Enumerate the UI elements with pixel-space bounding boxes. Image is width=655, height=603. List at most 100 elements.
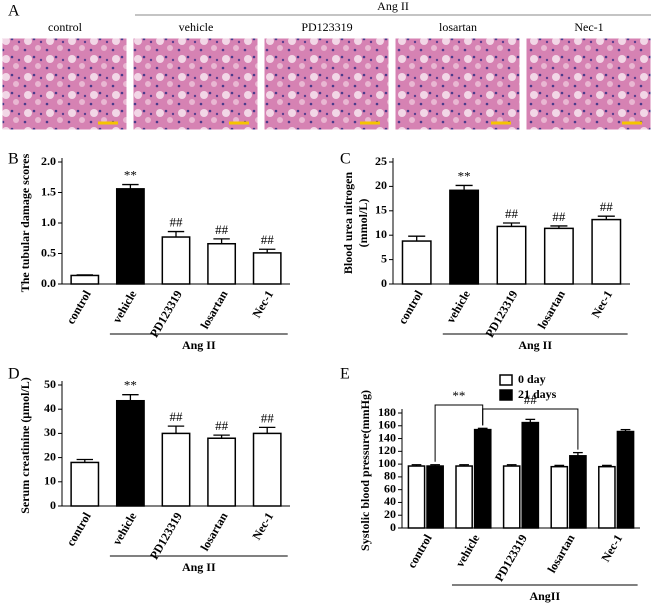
- bar: [591, 218, 622, 285]
- group-label: Ang II: [377, 0, 409, 13]
- y-tick-label: 0.5: [41, 245, 56, 259]
- group-label: Ang II: [182, 338, 216, 352]
- y-tick-label: 0.0: [41, 276, 56, 290]
- x-tick-label: Nec-1: [588, 288, 615, 320]
- group-label: AngII: [529, 589, 560, 603]
- y-tick-label: 160: [378, 418, 396, 432]
- y-tick-label: 60: [384, 481, 396, 495]
- bar: [401, 240, 432, 285]
- panel-label: A: [8, 3, 20, 20]
- y-tick-label: 10: [375, 227, 387, 241]
- x-tick-label: PD123319: [147, 288, 185, 340]
- bar: [550, 465, 569, 529]
- panel-label: C: [340, 151, 351, 168]
- comparison-label: ##: [524, 392, 538, 407]
- significance-label: ##: [170, 409, 184, 424]
- bar: [207, 437, 237, 507]
- significance-label: ##: [552, 209, 566, 224]
- group-label: Ang II: [518, 338, 552, 352]
- histology-image: [525, 37, 652, 131]
- y-tick-label: 40: [44, 401, 56, 415]
- x-tick-label: control: [395, 287, 426, 326]
- y-tick-label: 40: [384, 494, 396, 508]
- y-tick-label: 15: [375, 203, 387, 217]
- y-tick-label: 5: [381, 251, 387, 265]
- significance-label: ##: [261, 410, 275, 425]
- x-tick-label: losartan: [197, 510, 230, 554]
- bar: [70, 274, 100, 285]
- bar: [496, 225, 527, 285]
- y-tick-label: 50: [44, 377, 56, 391]
- significance-label: **: [458, 168, 471, 183]
- y-axis-label: (mmol/L): [356, 199, 370, 248]
- y-axis-label: Serum creatinine (μmol/L): [18, 377, 32, 514]
- x-tick-label: control: [404, 531, 435, 570]
- significance-label: ##: [215, 418, 229, 433]
- bar: [70, 461, 100, 507]
- image-label: Nec-1: [574, 20, 603, 34]
- legend-swatch: [499, 374, 513, 386]
- y-tick-label: 20: [375, 178, 387, 192]
- x-tick-label: losartan: [535, 288, 568, 332]
- y-tick-label: 100: [378, 456, 396, 470]
- bar: [598, 465, 616, 529]
- y-tick-label: 0: [50, 498, 56, 512]
- significance-label: ##: [505, 206, 519, 221]
- comparison-label: **: [452, 388, 465, 403]
- x-tick-label: losartan: [544, 532, 577, 576]
- group-label: Ang II: [182, 560, 216, 574]
- image-label: losartan: [439, 20, 477, 34]
- x-tick-label: control: [63, 287, 94, 326]
- panel-label: E: [340, 366, 350, 383]
- y-tick-label: 140: [378, 430, 396, 444]
- x-tick-label: PD123319: [482, 288, 520, 340]
- bar: [252, 432, 282, 507]
- y-tick-label: 120: [378, 443, 396, 457]
- bar: [407, 465, 426, 529]
- x-tick-label: Nec-1: [249, 288, 276, 320]
- y-axis-label: Systolic blood pressure(mmHg): [358, 390, 372, 551]
- image-label: PD123319: [301, 20, 352, 34]
- significance-label: ##: [600, 199, 614, 214]
- image-label: control: [48, 20, 83, 34]
- bar: [426, 465, 444, 529]
- y-tick-label: 80: [384, 469, 396, 483]
- bar: [521, 421, 540, 529]
- y-tick-label: 0: [381, 276, 387, 290]
- bar: [543, 227, 574, 285]
- x-tick-label: vehicle: [443, 287, 473, 325]
- bar: [473, 428, 492, 529]
- histology-image: [394, 37, 521, 131]
- y-tick-label: 180: [378, 405, 396, 419]
- significance-label: ##: [170, 215, 184, 230]
- y-tick-label: 1.5: [41, 184, 56, 198]
- y-tick-label: 1.0: [41, 215, 56, 229]
- x-tick-label: vehicle: [110, 287, 140, 325]
- y-tick-label: 25: [375, 154, 387, 168]
- x-tick-label: losartan: [197, 288, 230, 332]
- y-tick-label: 30: [44, 425, 56, 439]
- legend-label: 0 day: [518, 372, 546, 386]
- x-tick-label: Nec-1: [598, 532, 625, 564]
- bar: [502, 465, 521, 529]
- significance-label: **: [124, 168, 137, 183]
- bar: [569, 455, 587, 529]
- x-tick-label: PD123319: [492, 532, 530, 584]
- legend-swatch: [499, 389, 513, 401]
- y-tick-label: 20: [384, 507, 396, 521]
- significance-label: ##: [215, 222, 229, 237]
- bar: [455, 465, 473, 529]
- x-tick-label: vehicle: [453, 531, 483, 569]
- bar: [207, 242, 237, 285]
- panel-label: D: [8, 366, 20, 383]
- legend-label: 21 days: [518, 387, 557, 401]
- y-axis-label: The tubular damage scores: [18, 153, 32, 292]
- y-tick-label: 10: [44, 474, 56, 488]
- y-axis-label: Blood urea nitrogen: [341, 172, 355, 275]
- x-tick-label: Nec-1: [249, 510, 276, 542]
- histology-image: [263, 37, 390, 131]
- histology-image: [1, 37, 128, 131]
- x-tick-label: PD123319: [147, 510, 185, 562]
- panel-label: B: [8, 151, 19, 168]
